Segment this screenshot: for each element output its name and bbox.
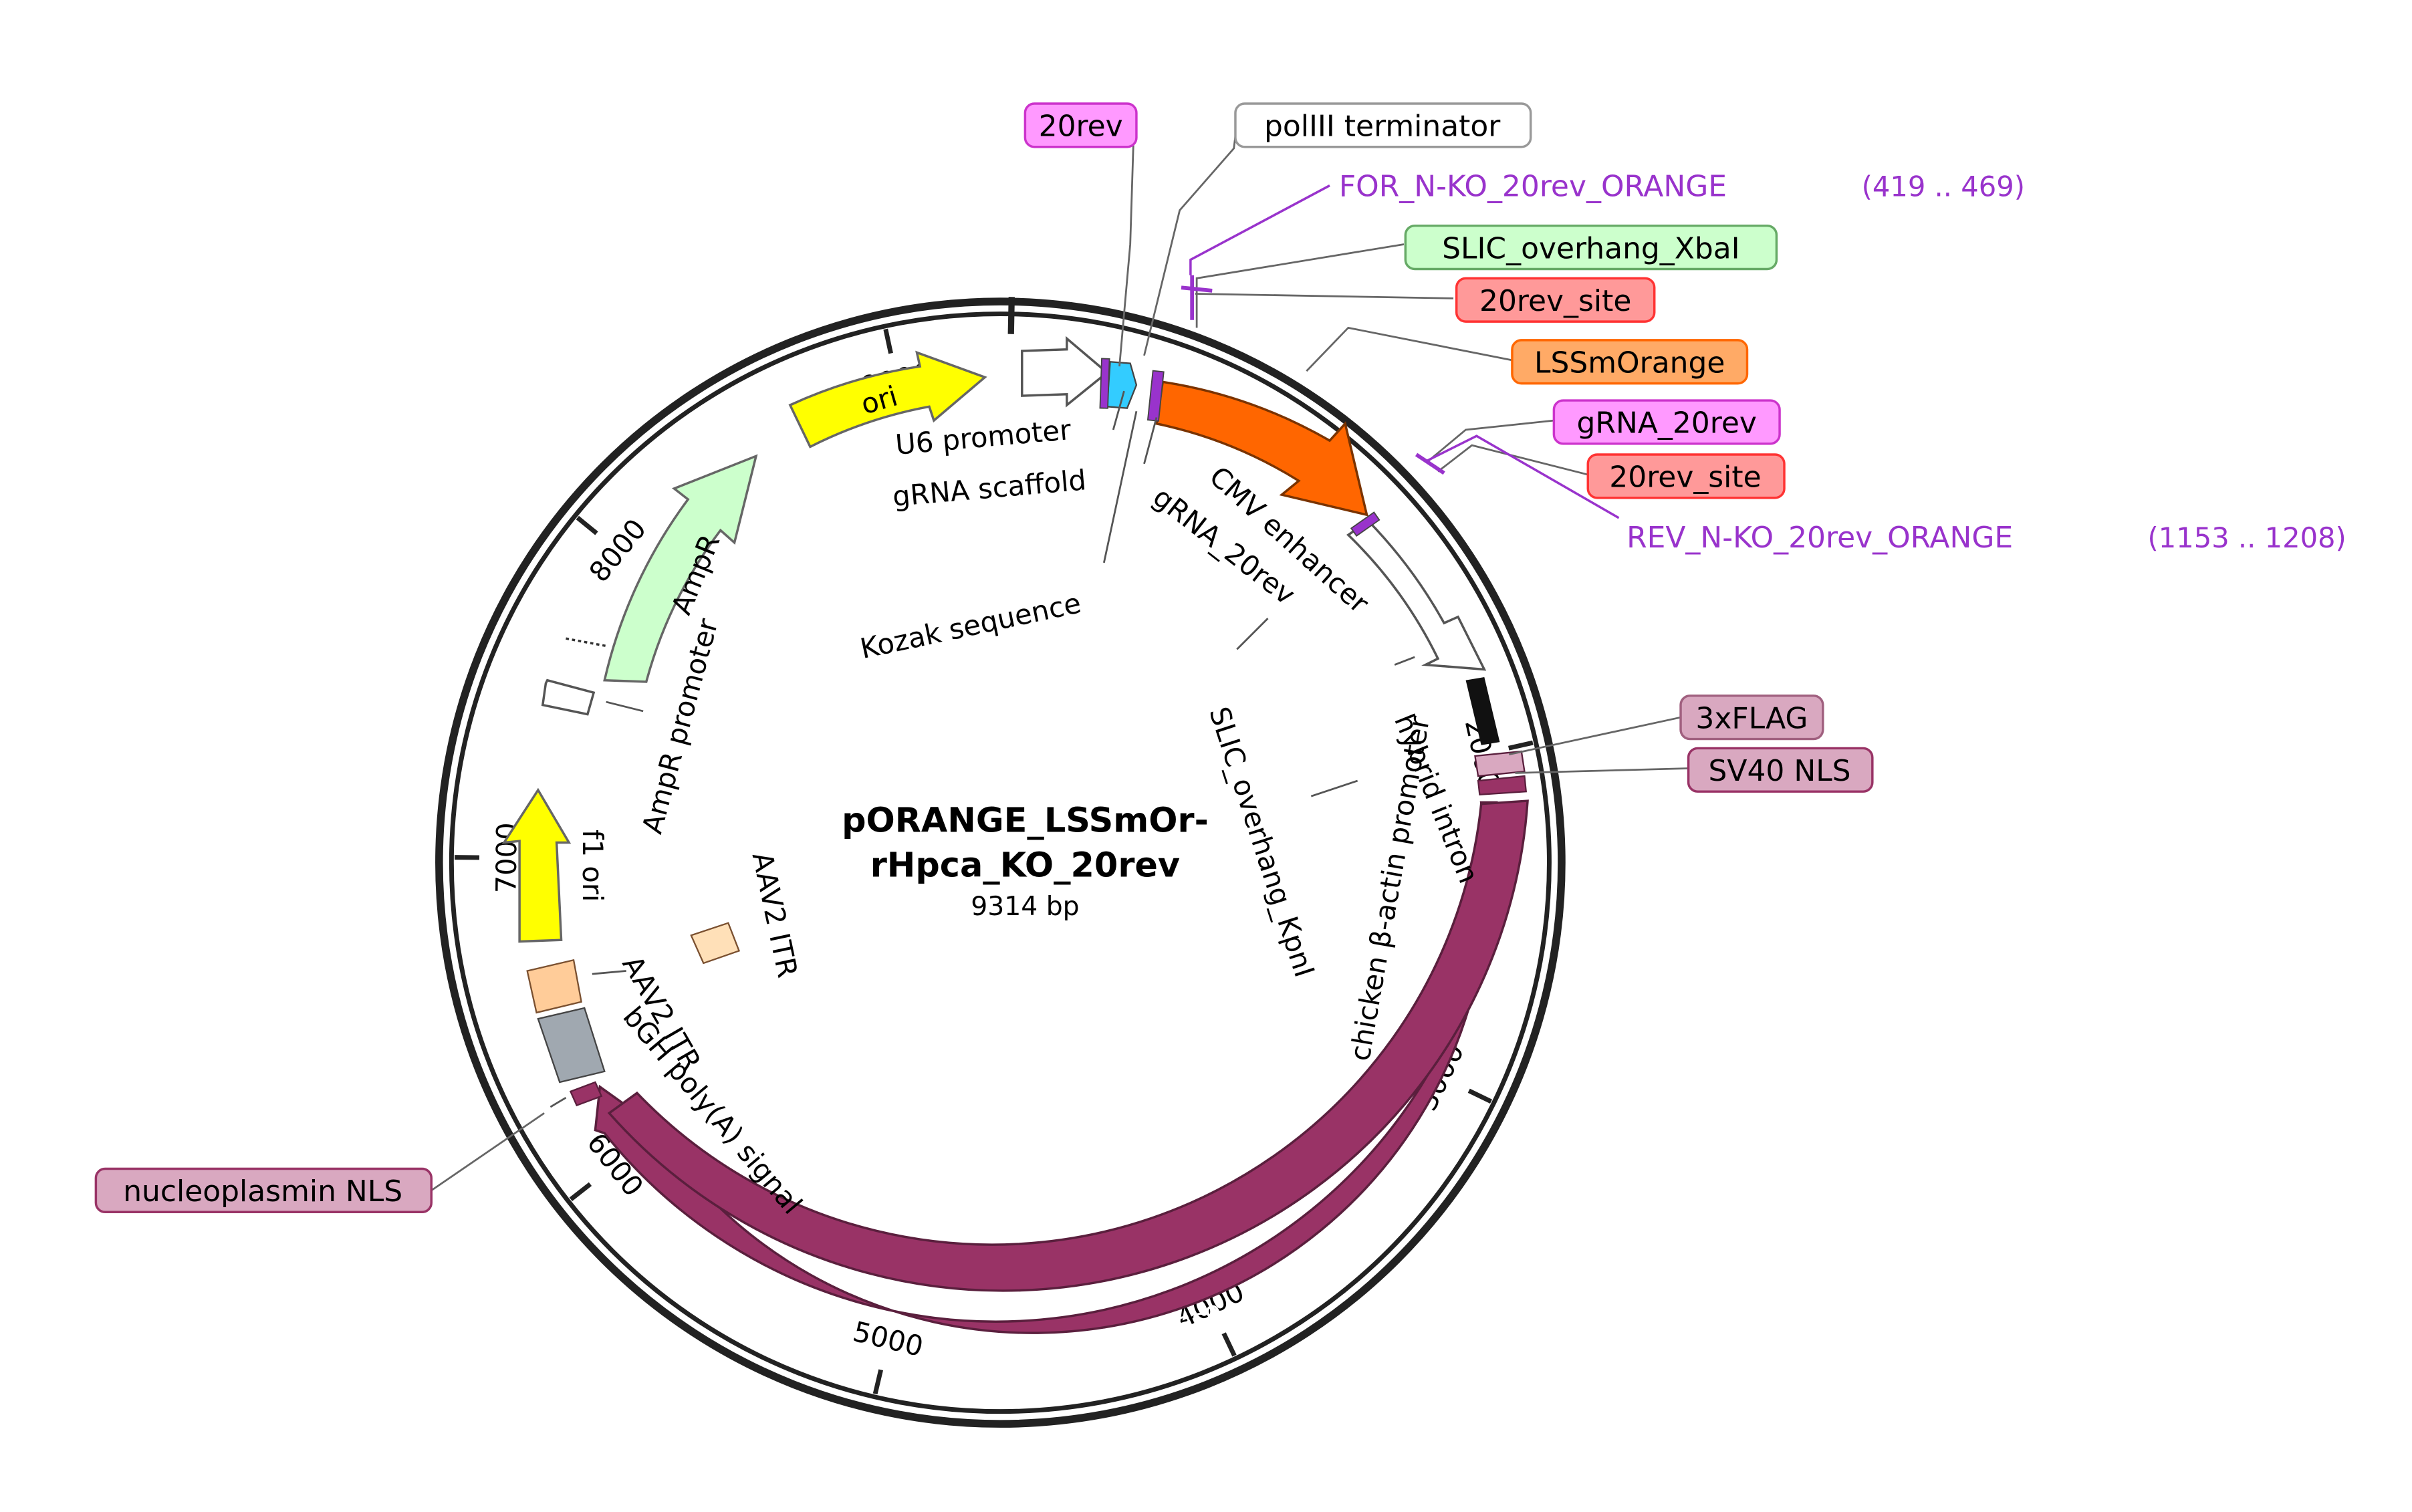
callout-grna-box[interactable]	[1552, 399, 1781, 445]
nucleoplasmin-nls-block[interactable]	[569, 1081, 603, 1107]
backbone-outer-ring	[435, 297, 1566, 1428]
callout-slic-xbai-box[interactable]	[1404, 224, 1778, 271]
callout-sv40-box[interactable]	[1687, 747, 1874, 793]
callout-lssm: LSSmOrange	[1534, 346, 1725, 380]
bgh-polya-block[interactable]	[537, 1007, 606, 1084]
tick-5000	[872, 1369, 884, 1395]
aav2-itr-inner-block[interactable]	[690, 922, 741, 965]
callout-site-top: 20rev_site	[1479, 284, 1631, 318]
callout-poliii-box[interactable]	[1234, 102, 1532, 148]
callout-poliii: polIII terminator	[1264, 110, 1501, 144]
callout-rev-primer[interactable]: REV_N-KO_20rev_ORANGE	[1626, 521, 2013, 555]
callout-lssm-box[interactable]	[1511, 339, 1749, 385]
callout-rev-primer-range: (1153 .. 1208)	[2148, 521, 2346, 554]
callout-20rev-top: 20rev	[1039, 110, 1123, 144]
sv40-nls-block[interactable]	[1477, 775, 1528, 796]
ampr-promoter-arrow[interactable]	[541, 678, 596, 716]
callout-leader-lines	[431, 123, 1689, 1192]
callout-sv40: SV40 NLS	[1709, 754, 1851, 788]
f1-ori-label: f1 ori	[576, 830, 609, 902]
3xflag-block[interactable]	[1474, 750, 1526, 777]
callout-grna: gRNA_20rev	[1577, 406, 1757, 440]
grna-site-bar-top[interactable]	[1099, 358, 1110, 409]
callout-flag: 3xFLAG	[1695, 701, 1808, 735]
callout-nucleoplasmin-box[interactable]	[94, 1167, 433, 1214]
tick-2000	[1507, 740, 1534, 751]
callout-slic-xbai: SLIC_overhang_XbaI	[1442, 231, 1740, 265]
grna-site-bar-mid[interactable]	[1350, 511, 1380, 537]
tick-marks	[454, 297, 1534, 1395]
hybrid-intron-bar[interactable]	[1465, 677, 1500, 745]
cmv-enhancer-arrow[interactable]	[1346, 519, 1487, 671]
callout-nucleoplasmin: nucleoplasmin NLS	[123, 1174, 402, 1209]
ampr-internal-dotted	[566, 637, 608, 648]
callout-20rev-top-box[interactable]	[1023, 102, 1138, 148]
tick-4000	[1221, 1332, 1237, 1357]
tick-6000	[569, 1182, 592, 1201]
callout-for-primer[interactable]: FOR_N-KO_20rev_ORANGE	[1339, 170, 1727, 204]
plasmid-size: 9314 bp	[971, 892, 1079, 922]
tick-9000	[883, 328, 893, 354]
cas9-arrow-body	[607, 799, 1529, 1292]
plasmid-name-line2: rHpca_KO_20rev	[870, 845, 1180, 884]
plasmid-name-line1: pORANGE_LSSmOr-	[842, 800, 1209, 840]
u6-promoter-arrow[interactable]	[1021, 336, 1109, 408]
callout-site-bottom-box[interactable]	[1586, 453, 1786, 499]
lssmorange-arrow[interactable]	[1155, 380, 1368, 517]
ori-arrow[interactable]	[788, 350, 987, 449]
ampr-arrow[interactable]	[603, 454, 758, 683]
callout-site-bottom: 20rev_site	[1609, 461, 1761, 495]
inner-pointer-lines	[550, 390, 1415, 1108]
tick-3000	[1467, 1088, 1492, 1104]
aav2-itr-outer-block[interactable]	[526, 959, 582, 1014]
callout-for-primer-range: (419 .. 469)	[1862, 170, 2025, 203]
callout-site-top-box[interactable]	[1455, 277, 1656, 323]
callout-flag-box[interactable]	[1679, 695, 1824, 741]
tick-8000	[576, 515, 598, 535]
primer-markers	[1181, 275, 1445, 475]
backbone-inner-ring	[449, 311, 1552, 1414]
f1-ori-arrow[interactable]	[501, 787, 572, 943]
primer-leader-lines	[1189, 184, 1620, 519]
slic-xbai-bar[interactable]	[1147, 370, 1165, 422]
